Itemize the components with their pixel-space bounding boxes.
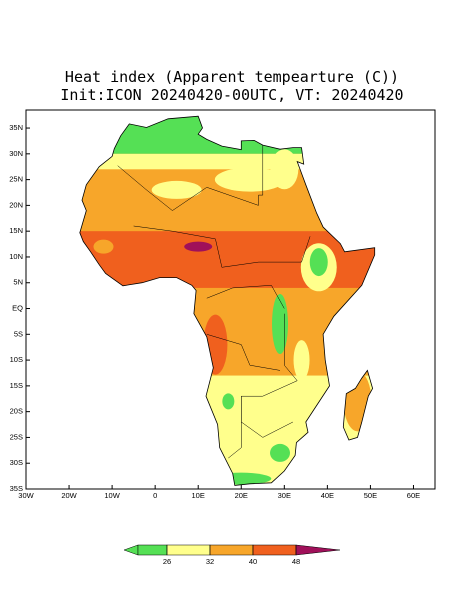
heat-patch: [272, 293, 289, 354]
colorbar-segment: [137, 544, 168, 556]
colorbar-label: 26: [163, 557, 171, 566]
border: [117, 145, 264, 211]
y-tick-label: 30N: [9, 149, 23, 158]
title: Heat index (Apparent tempearture (C)): [65, 68, 399, 86]
border: [206, 334, 281, 371]
y-tick-label: 15S: [10, 381, 23, 390]
x-tick-label: 30W: [18, 491, 34, 500]
colorbar-end: [295, 544, 341, 556]
heat-patch: [214, 167, 285, 192]
y-tick-label: 35N: [9, 123, 23, 132]
heat-patch: [270, 149, 299, 190]
y-tick-label: 10N: [9, 252, 23, 261]
subtitle: Init:ICON 20240420-00UTC, VT: 20240420: [60, 86, 403, 104]
y-tick-label: 25S: [10, 432, 23, 441]
y-tick-label: 35S: [10, 484, 23, 493]
coastline: [79, 115, 376, 486]
x-tick-label: 20W: [61, 491, 77, 500]
y-tick-label: 10S: [10, 355, 23, 364]
coastline: [342, 369, 374, 441]
border: [206, 285, 285, 309]
colorbar-label: 40: [249, 557, 257, 566]
x-tick-label: 60E: [407, 491, 420, 500]
y-tick-label: 25N: [9, 175, 23, 184]
heat-patch: [270, 443, 291, 462]
heat-patch: [184, 241, 213, 252]
y-tick-label: 20S: [10, 407, 23, 416]
colorbar-segment: [166, 544, 211, 556]
x-tick-label: 0: [153, 491, 157, 500]
colorbar-label: 48: [292, 557, 300, 566]
y-tick-label: 30S: [10, 458, 23, 467]
colorbar-segment: [252, 544, 297, 556]
heat-patch: [309, 248, 328, 277]
heat-patch: [293, 340, 310, 381]
heat-patch: [222, 393, 235, 410]
y-tick-label: 5N: [13, 278, 23, 287]
y-tick-label: EQ: [12, 304, 23, 313]
x-tick-label: 20E: [235, 491, 248, 500]
heat-patch: [151, 180, 202, 199]
y-tick-label: 20N: [9, 200, 23, 209]
colorbar-segment: [209, 544, 254, 556]
heat-patch: [85, 174, 122, 195]
border: [133, 225, 311, 268]
border: [241, 313, 298, 438]
y-tick-label: 5S: [14, 329, 23, 338]
x-tick-label: 40E: [321, 491, 334, 500]
x-tick-label: 50E: [364, 491, 377, 500]
y-tick-label: 15N: [9, 226, 23, 235]
map-frame: [25, 109, 436, 490]
x-tick-label: 30E: [278, 491, 291, 500]
colorbar-label: 32: [206, 557, 214, 566]
x-tick-label: 10W: [104, 491, 120, 500]
x-tick-label: 10E: [192, 491, 205, 500]
border: [228, 396, 242, 459]
colorbar-end: [123, 544, 139, 556]
heat-patch: [93, 239, 114, 254]
